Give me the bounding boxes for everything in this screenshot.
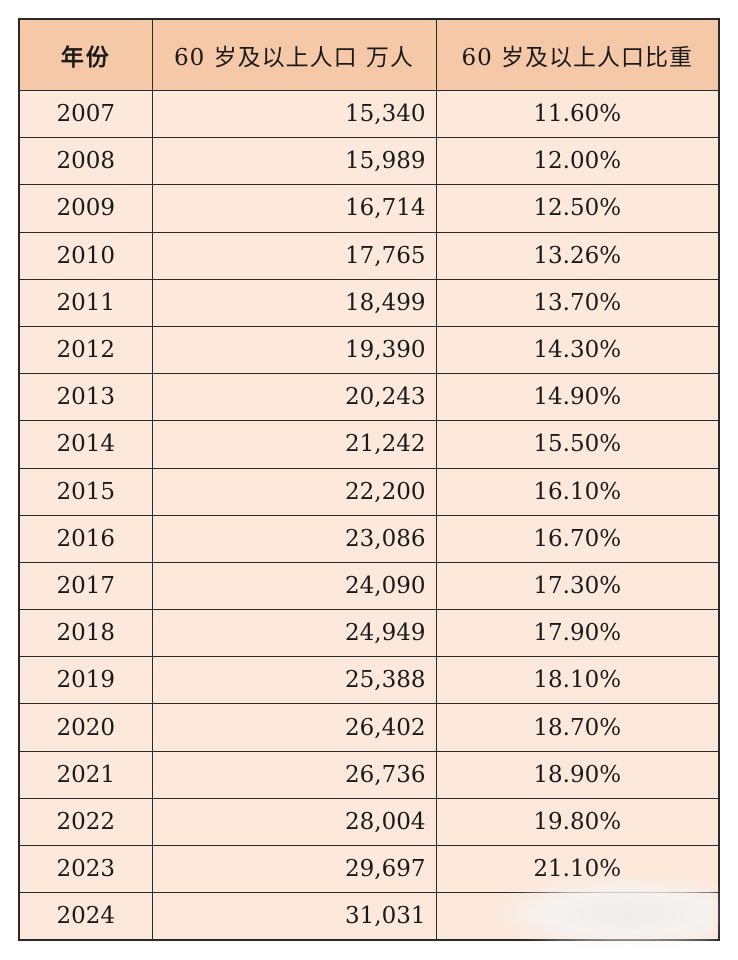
table-header: 年份 60 岁及以上人口 万人 60 岁及以上人口比重 xyxy=(18,18,720,91)
cell-year: 2011 xyxy=(18,278,153,327)
cell-ratio: 18.90% xyxy=(435,750,720,799)
cell-year: 2023 xyxy=(18,844,153,894)
cell-year: 2008 xyxy=(18,137,153,186)
cell-ratio: 16.10% xyxy=(435,467,720,516)
table-row: 2017 24,090 17.30% xyxy=(18,561,720,611)
cell-year: 2014 xyxy=(18,420,153,469)
header-population: 60 岁及以上人口 万人 xyxy=(151,18,437,91)
table-row: 2012 19,390 14.30% xyxy=(18,325,720,375)
table-row: 2020 26,402 18.70% xyxy=(18,703,720,752)
table-row: 2010 17,765 13.26% xyxy=(18,231,720,280)
cell-year: 2016 xyxy=(18,514,153,563)
cell-population: 31,031 xyxy=(151,892,437,941)
cell-year: 2021 xyxy=(18,750,153,799)
cell-population: 16,714 xyxy=(151,184,437,233)
cell-year: 2022 xyxy=(18,797,153,847)
cell-ratio: 17.30% xyxy=(435,561,720,611)
cell-population: 17,765 xyxy=(151,231,437,280)
cell-year: 2019 xyxy=(18,656,153,705)
cell-ratio: 12.00% xyxy=(435,137,720,186)
cell-ratio: 18.10% xyxy=(435,656,720,705)
table-body: 2007 15,340 11.60% 2008 15,989 12.00% 2009 16,7… xyxy=(18,89,720,941)
cell-population: 15,340 xyxy=(151,89,437,139)
table-row: 2007 15,340 11.60% xyxy=(18,89,720,139)
cell-population: 24,090 xyxy=(151,561,437,611)
cell-year: 2007 xyxy=(18,89,153,139)
cell-population: 26,402 xyxy=(151,703,437,752)
table-row: 2014 21,242 15.50% xyxy=(18,420,720,469)
cell-year: 2024 xyxy=(18,892,153,941)
table-row: 2018 24,949 17.90% xyxy=(18,609,720,658)
table-row: 2015 22,200 16.10% xyxy=(18,467,720,516)
cell-ratio: 18.70% xyxy=(435,703,720,752)
cell-year: 2015 xyxy=(18,467,153,516)
cell-ratio: 13.70% xyxy=(435,278,720,327)
cell-year: 2013 xyxy=(18,373,153,422)
cell-ratio: 14.90% xyxy=(435,373,720,422)
cell-population: 26,736 xyxy=(151,750,437,799)
header-row: 年份 60 岁及以上人口 万人 60 岁及以上人口比重 xyxy=(18,18,720,91)
cell-population: 20,243 xyxy=(151,373,437,422)
cell-population: 15,989 xyxy=(151,137,437,186)
table-row: 2016 23,086 16.70% xyxy=(18,514,720,563)
cell-population: 24,949 xyxy=(151,609,437,658)
table-row: 2019 25,388 18.10% xyxy=(18,656,720,705)
elderly-population-table: 年份 60 岁及以上人口 万人 60 岁及以上人口比重 2007 15,340 11… xyxy=(18,18,720,942)
cell-ratio: 13.26% xyxy=(435,231,720,280)
cell-population: 25,388 xyxy=(151,656,437,705)
cell-year: 2009 xyxy=(18,184,153,233)
table-row: 2023 29,697 21.10% xyxy=(18,844,720,894)
table-row: 2013 20,243 14.90% xyxy=(18,373,720,422)
data-table-container: 年份 60 岁及以上人口 万人 60 岁及以上人口比重 2007 15,340 11… xyxy=(18,18,720,942)
cell-year: 2018 xyxy=(18,609,153,658)
cell-ratio: 19.80% xyxy=(435,797,720,847)
header-ratio: 60 岁及以上人口比重 xyxy=(435,18,720,91)
table-row: 2024 31,031 xyxy=(18,892,720,941)
table-row: 2011 18,499 13.70% xyxy=(18,278,720,327)
cell-population: 28,004 xyxy=(151,797,437,847)
cell-ratio: 15.50% xyxy=(435,420,720,469)
cell-population: 22,200 xyxy=(151,467,437,516)
cell-ratio: 21.10% xyxy=(435,844,720,894)
cell-year: 2017 xyxy=(18,561,153,611)
table-row: 2021 26,736 18.90% xyxy=(18,750,720,799)
cell-population: 29,697 xyxy=(151,844,437,894)
table-row: 2008 15,989 12.00% xyxy=(18,137,720,186)
cell-year: 2012 xyxy=(18,325,153,375)
cell-ratio xyxy=(435,892,720,941)
cell-year: 2010 xyxy=(18,231,153,280)
cell-ratio: 14.30% xyxy=(435,325,720,375)
cell-ratio: 17.90% xyxy=(435,609,720,658)
cell-population: 18,499 xyxy=(151,278,437,327)
cell-population: 23,086 xyxy=(151,514,437,563)
cell-year: 2020 xyxy=(18,703,153,752)
table-row: 2022 28,004 19.80% xyxy=(18,797,720,847)
header-year: 年份 xyxy=(18,18,153,91)
cell-ratio: 16.70% xyxy=(435,514,720,563)
cell-ratio: 12.50% xyxy=(435,184,720,233)
table-row: 2009 16,714 12.50% xyxy=(18,184,720,233)
cell-population: 19,390 xyxy=(151,325,437,375)
cell-population: 21,242 xyxy=(151,420,437,469)
cell-ratio: 11.60% xyxy=(435,89,720,139)
